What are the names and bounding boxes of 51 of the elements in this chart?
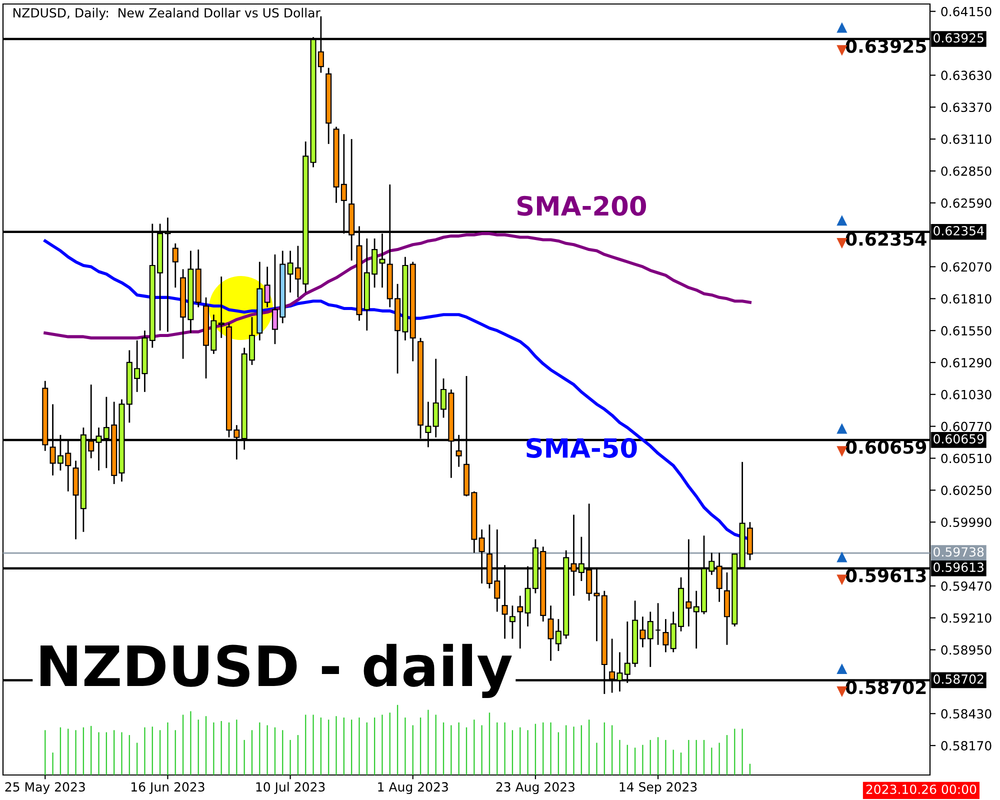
chart-title: NZDUSD, Daily: New Zealand Dollar vs US Dollar xyxy=(13,8,320,20)
x-tick-label: 16 Jun 2023 xyxy=(131,782,204,794)
ref-line-label: 0.59613 xyxy=(846,568,926,582)
x-tick-label: 14 Sep 2023 xyxy=(620,782,697,794)
ref-line-label: 0.58702 xyxy=(846,680,926,694)
x-tick-label: 10 Jul 2023 xyxy=(256,782,325,794)
ref-line-label: 0.63925 xyxy=(846,39,926,53)
y-tick-label: 0.63110 xyxy=(941,134,992,144)
y-tick-label: 0.64150 xyxy=(941,6,992,16)
y-tick-label: 0.58170 xyxy=(941,741,992,750)
y-tick-label: 0.63630 xyxy=(941,70,992,80)
y-tick-label: 0.63370 xyxy=(941,102,992,112)
ref-line-label: 0.62354 xyxy=(846,232,926,246)
y-tick-label: 0.59990 xyxy=(941,518,992,528)
y-tick-label: 0.61550 xyxy=(941,326,992,336)
y-tick-label: 0.61810 xyxy=(941,294,992,304)
y-tick-label: 0.62590 xyxy=(941,198,992,208)
y-tick-label: 0.60510 xyxy=(941,454,992,464)
text: 0.60659 xyxy=(934,434,984,444)
y-tick-label: 0.58950 xyxy=(941,645,992,655)
candlestick xyxy=(647,611,654,668)
y-tick-label: 0.62070 xyxy=(941,262,992,272)
y-tick-label: 0.60250 xyxy=(941,486,992,496)
y-tick-label: 0.59470 xyxy=(941,581,992,591)
y-tick-label: 0.59210 xyxy=(941,613,992,623)
text: 0.63925 xyxy=(934,33,984,43)
candlestick xyxy=(517,595,524,650)
candlestick xyxy=(655,602,662,646)
series-label: SMA-50 xyxy=(526,438,637,458)
candlestick xyxy=(509,604,516,640)
candlestick xyxy=(172,242,178,288)
y-tick-label: 0.61030 xyxy=(941,390,992,400)
text: 2023.10.26 00:00 xyxy=(866,784,976,794)
annotation: NZDUSD - daily xyxy=(40,644,512,698)
candlestick xyxy=(264,266,270,308)
candlestick xyxy=(662,618,669,653)
series-label: SMA-200 xyxy=(517,196,646,216)
ref-line-label: 0.60659 xyxy=(846,440,926,454)
y-tick-label: 0.60770 xyxy=(941,422,992,432)
x-tick-label: 1 Aug 2023 xyxy=(378,782,448,794)
candlestick xyxy=(218,276,224,339)
y-tick-label: 0.62850 xyxy=(941,166,992,176)
y-tick-label: 0.61290 xyxy=(941,358,992,368)
x-tick-label: 23 Aug 2023 xyxy=(496,782,574,794)
text: 0.58702 xyxy=(934,674,984,684)
line-series xyxy=(44,232,752,340)
y-tick-label: 0.58430 xyxy=(941,709,992,719)
ref-line-label: 0.59738 xyxy=(934,547,984,557)
text: 0.59613 xyxy=(934,562,984,572)
text: 0.62354 xyxy=(934,226,984,236)
x-tick-label: 25 May 2023 xyxy=(5,782,85,794)
